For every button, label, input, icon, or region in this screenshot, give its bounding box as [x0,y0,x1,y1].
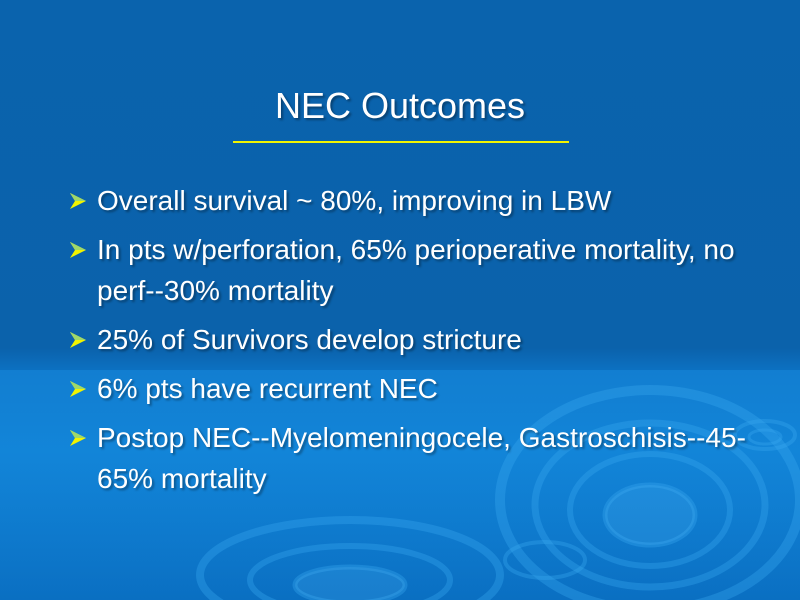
bullet-text: Overall survival ~ 80%, improving in LBW [97,185,612,216]
bullet-item: Postop NEC--Myelomeningocele, Gastroschi… [68,417,748,499]
arrow-bullet-icon [70,242,86,258]
bullet-text: 6% pts have recurrent NEC [97,373,438,404]
bullet-list: Overall survival ~ 80%, improving in LBW… [68,180,748,507]
arrow-bullet-icon [70,332,86,348]
title-underline [233,141,569,143]
background-band [0,370,800,600]
bullet-item: 25% of Survivors develop stricture [68,319,748,360]
arrow-bullet-icon [70,193,86,209]
bullet-text: Postop NEC--Myelomeningocele, Gastroschi… [97,422,746,494]
bullet-item: In pts w/perforation, 65% perioperative … [68,229,748,311]
bullet-item: 6% pts have recurrent NEC [68,368,748,409]
arrow-bullet-icon [70,381,86,397]
slide-title: NEC Outcomes [274,85,526,126]
bullet-text: In pts w/perforation, 65% perioperative … [97,234,735,306]
bullet-item: Overall survival ~ 80%, improving in LBW [68,180,748,221]
arrow-bullet-icon [70,430,86,446]
bullet-text: 25% of Survivors develop stricture [97,324,522,355]
